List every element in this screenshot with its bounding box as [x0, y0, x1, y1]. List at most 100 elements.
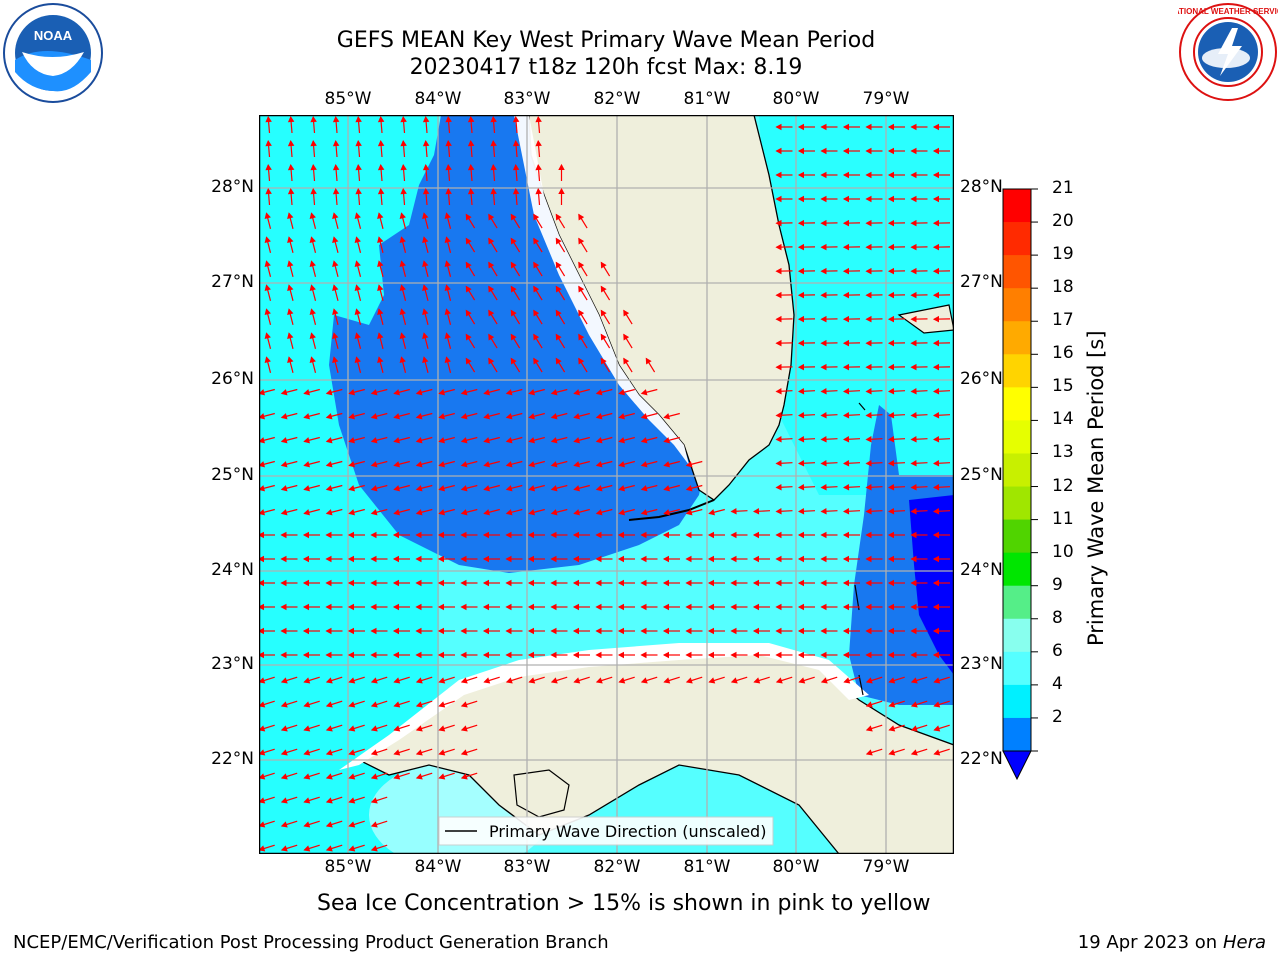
wave-arrow-head [287, 260, 294, 267]
wave-arrow-head [623, 333, 630, 341]
wave-arrow-head [422, 284, 429, 291]
wave-arrow-head [325, 773, 333, 780]
wave-arrow-head [887, 171, 894, 179]
lat-label-right-28n: 28°N [960, 177, 1003, 197]
wave-arrow-head [910, 749, 918, 756]
wave-arrow-head [512, 163, 520, 171]
wave-arrow-head [483, 437, 490, 444]
wave-arrow-head [400, 187, 407, 195]
wave-arrow-head [309, 284, 316, 291]
wave-arrow-head [370, 627, 377, 635]
wave-arrow-head [578, 333, 585, 341]
map-title: GEFS MEAN Key West Primary Wave Mean Per… [336, 28, 876, 53]
wave-arrow-head [280, 389, 288, 396]
wave-arrow-head [662, 603, 669, 611]
wave-arrow-head [332, 356, 339, 363]
wave-arrow-head [685, 579, 692, 587]
wave-arrow-head [640, 437, 648, 444]
wave-arrow-head [259, 797, 266, 804]
wave-arrow-head [467, 139, 475, 147]
wave-arrow-head [865, 267, 872, 275]
wave-arrow-head [325, 461, 333, 468]
wave-arrow-head [444, 260, 451, 267]
wave-arrow-head [488, 237, 495, 245]
wave-arrow-head [527, 627, 534, 635]
wave-arrow-head [820, 603, 827, 611]
deep-blue-east [909, 495, 954, 675]
wave-arrow-head [259, 461, 265, 468]
lat-label-right-26n: 26°N [960, 369, 1003, 389]
wave-arrow-head [287, 115, 295, 123]
wave-arrow-head [415, 485, 423, 492]
wave-arrow-head [555, 261, 562, 269]
wave-arrow-head [505, 579, 512, 587]
wave-arrow-head [865, 603, 872, 611]
wave-arrow-head [617, 555, 624, 563]
wave-arrow-head [752, 508, 760, 515]
wave-arrow-head [415, 677, 423, 684]
wave-arrow-head [595, 579, 602, 587]
wave-arrow-head [573, 389, 580, 396]
wave-arrow-head [600, 261, 607, 269]
colorbar-segment [1003, 453, 1031, 488]
wave-arrow-head [488, 333, 495, 341]
wave-arrow-head [820, 388, 827, 395]
wave-arrow-head [932, 123, 939, 131]
wave-arrow-head [444, 332, 451, 339]
wave-arrow-head [708, 677, 716, 684]
wave-arrow-head [422, 212, 429, 219]
wave-arrow-head [887, 651, 894, 659]
wave-arrow-head [325, 821, 333, 828]
wave-arrow-head [483, 389, 490, 396]
wave-arrow-head [707, 531, 714, 539]
wave-arrow-head [460, 677, 468, 684]
wave-arrow-head [640, 603, 647, 611]
wave-arrow-head [685, 677, 693, 684]
wave-arrow-head [309, 308, 316, 315]
wave-arrow-head [932, 315, 939, 323]
wave-arrow-head [932, 339, 939, 347]
wave-arrow-head [798, 677, 806, 684]
wave-arrow-head [332, 163, 340, 171]
wave-arrow-head [685, 509, 693, 516]
lat-label-right-24n: 24°N [960, 560, 1003, 580]
wave-arrow-head [259, 413, 265, 420]
wave-arrow-head [482, 531, 489, 539]
wave-arrow-head [932, 363, 939, 371]
wave-arrow-head [865, 555, 872, 563]
lat-label-left-25n: 25°N [211, 465, 254, 485]
wave-arrow-head [393, 509, 400, 516]
wave-arrow-head [510, 357, 517, 365]
wave-arrow-head [280, 485, 288, 492]
wave-arrow-head [550, 677, 558, 684]
map-frame [259, 115, 954, 854]
wave-arrow-head [460, 389, 468, 396]
wave-arrow-head [303, 485, 310, 492]
wave-arrow-head [820, 460, 827, 467]
wave-arrow-head [578, 237, 585, 245]
wave-arrow-head [775, 436, 782, 443]
wave-arrow-head [309, 356, 316, 363]
wave-arrow-head [555, 213, 562, 221]
wave-arrow-head [533, 285, 540, 293]
wave-arrow-head [775, 651, 782, 659]
wave-arrow-head [437, 651, 444, 659]
wave-arrow-head [933, 677, 941, 684]
bahamas-island-2 [854, 402, 866, 696]
wave-arrow-head [393, 437, 400, 444]
wave-arrow-head [370, 485, 378, 492]
wave-arrow-head [490, 115, 497, 123]
wave-arrow-head [505, 677, 513, 684]
wave-arrow-head [438, 485, 445, 492]
wave-arrow-head [399, 260, 406, 267]
wave-arrow-head [510, 333, 517, 341]
wave-arrow-head [535, 115, 542, 123]
wave-arrow-head [393, 485, 400, 492]
wave-arrow-head [775, 147, 782, 155]
wave-arrow-head [617, 579, 624, 587]
wave-arrow-head [512, 187, 520, 195]
wave-arrow-head [265, 115, 272, 123]
wave-arrow-head [444, 212, 451, 219]
wave-arrow-head [797, 363, 804, 371]
wave-arrow-head [377, 356, 384, 363]
